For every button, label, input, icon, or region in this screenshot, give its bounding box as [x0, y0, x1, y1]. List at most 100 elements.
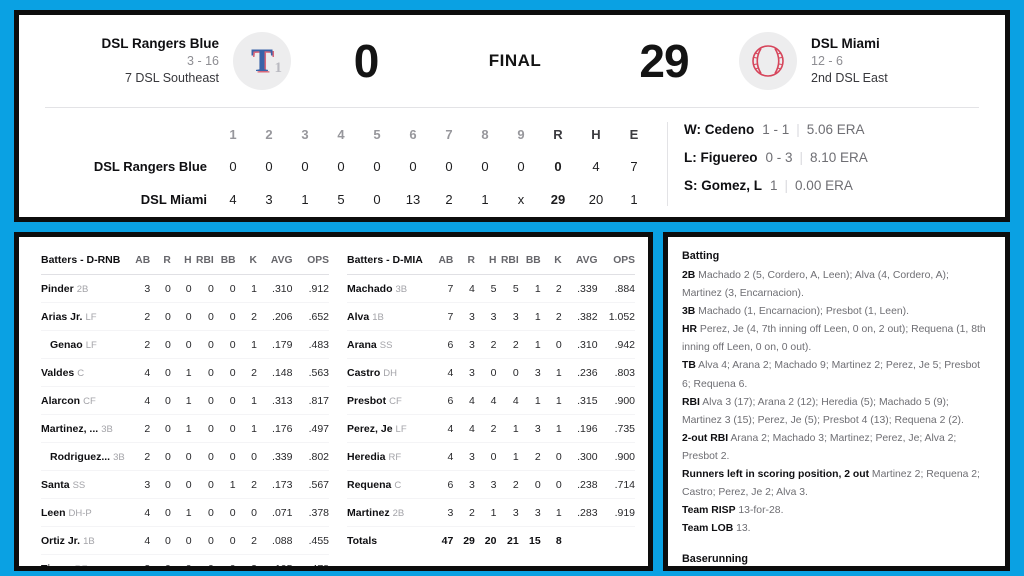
stat-cell: 0 — [150, 414, 171, 443]
stat-cell: 0 — [150, 274, 171, 303]
stat-cell: .283 — [561, 498, 598, 527]
inning-score: 0 — [481, 159, 489, 175]
home-team-record: 12 - 6 — [811, 54, 843, 69]
stat-cell: .900 — [597, 442, 635, 471]
player-name-link[interactable]: Machado — [347, 283, 393, 295]
stat-cell: 0 — [235, 498, 257, 527]
player-name-link[interactable]: Santa — [41, 479, 70, 491]
player-position: LF — [85, 340, 97, 351]
note-label: 3B — [682, 306, 696, 318]
stat-cell: .563 — [292, 358, 329, 387]
home-score: 29 — [639, 35, 689, 87]
stat-cell: 1 — [235, 274, 257, 303]
stat-cell: 3 — [128, 554, 151, 566]
player-name-link[interactable]: Castro — [347, 367, 381, 379]
player-name-link[interactable]: Arana — [347, 339, 377, 351]
batter-row: Castro DH 4 3 0 0 3 1.236.803 — [347, 358, 635, 387]
stat-cell: 0 — [213, 442, 236, 471]
totals-stat-cell: 29 — [463, 535, 475, 547]
stat-cell: 0 — [150, 330, 171, 359]
player-name-link[interactable]: Requena — [347, 479, 392, 491]
home-team-block[interactable]: DSL Miami 12 - 6 2nd DSL East — [739, 32, 971, 90]
stat-cell: 7 — [431, 274, 454, 303]
stat-cell: 4 — [431, 442, 454, 471]
stat-cell: .942 — [597, 330, 635, 359]
stat-cell: 2 — [518, 442, 541, 471]
stat-cell: 1 — [518, 330, 541, 359]
stat-cell: 0 — [150, 554, 171, 566]
stat-cell: 3 — [474, 470, 497, 499]
stat-cell: 2 — [128, 330, 151, 359]
stat-cell: 0 — [170, 526, 192, 555]
inning-header: 4 — [337, 126, 345, 142]
stat-cell: .652 — [292, 302, 329, 331]
player-name-link[interactable]: Presbot — [347, 395, 387, 407]
pitcher-decision-row: W: Cedeno 1 - 1 | 5.06 ERA — [684, 122, 868, 137]
batter-name-cell: Leen DH-P — [41, 498, 129, 527]
player-name-link[interactable]: Perez, Je — [347, 423, 393, 435]
stat-cell: .196 — [561, 414, 598, 443]
pitcher-name-link[interactable]: W: Cedeno — [684, 122, 755, 137]
inning-score: 0 — [337, 159, 345, 175]
stat-cell: .236 — [561, 358, 598, 387]
stat-cell: 0 — [170, 330, 192, 359]
stat-cell: .567 — [292, 470, 329, 499]
note-label: 2B — [682, 270, 696, 281]
stat-cell: 3 — [453, 358, 475, 387]
stat-cell: 6 — [431, 386, 454, 415]
stat-cell: 0 — [540, 470, 562, 499]
stat-cell: 3 — [431, 498, 454, 527]
player-name-link[interactable]: Heredia — [347, 451, 386, 463]
inning-score: 5 — [337, 192, 345, 208]
stat-cell: 0 — [540, 442, 562, 471]
batter-name-cell: Tiamo RF — [41, 554, 129, 571]
player-name-link[interactable]: Valdes — [41, 367, 75, 379]
player-name-link[interactable]: Genao — [50, 339, 83, 351]
away-team-block[interactable]: DSL Rangers Blue 3 - 16 7 DSL Southeast … — [59, 32, 291, 90]
column-header-h: H — [170, 247, 192, 275]
player-name-link[interactable]: Martinez — [347, 507, 390, 519]
inning-score: 0 — [373, 192, 381, 208]
stat-cell: 1 — [496, 442, 519, 471]
player-name-link[interactable]: Alarcon — [41, 395, 81, 407]
stat-cell: 4 — [128, 526, 151, 555]
column-header-rbi: RBI — [496, 247, 519, 275]
player-name-link[interactable]: Martinez, ... — [41, 423, 99, 435]
pitcher-name-link[interactable]: L: Figuereo — [684, 150, 758, 165]
player-position: SS — [72, 480, 86, 491]
stat-cell: .206 — [256, 302, 293, 331]
stat-cell: 4 — [474, 386, 497, 415]
stat-cell: .802 — [292, 442, 329, 471]
player-name-link[interactable]: Pinder — [41, 283, 74, 295]
player-name-link[interactable]: Tiamo — [41, 563, 72, 571]
batter-name-cell: Martinez, ... 3B — [41, 414, 129, 443]
batting-notes-title: Batting — [682, 250, 720, 262]
player-position: CF — [83, 396, 96, 407]
home-batters-table: Batters - D-MIA AB R H RBI BB K AVG OPS Machado 3B… — [347, 247, 635, 554]
batter-name-cell: Perez, Je LF — [347, 414, 432, 443]
batter-row: Heredia RF 4 3 0 1 2 0.300.900 — [347, 442, 635, 471]
runs-total: 0 — [554, 159, 562, 175]
player-position: C — [394, 480, 402, 491]
totals-stat-cell: 15 — [529, 535, 541, 547]
stat-cell: 2 — [235, 526, 257, 555]
stat-cell: 0 — [213, 274, 236, 303]
player-name-link[interactable]: Ortiz Jr. — [41, 535, 81, 547]
player-name-link[interactable]: Rodriguez... — [50, 451, 111, 463]
separator-bar: | — [796, 122, 800, 137]
inning-score: 0 — [373, 159, 381, 175]
scoreboard-divider — [45, 107, 979, 108]
player-name-link[interactable]: Leen — [41, 507, 66, 519]
errors-total: 7 — [630, 159, 638, 175]
player-name-link[interactable]: Arias Jr. — [41, 311, 83, 323]
stat-cell: .339 — [561, 274, 598, 303]
stat-cell: .300 — [561, 442, 598, 471]
batter-row: Pinder 2B 3 0 0 0 0 1.310.912 — [41, 274, 329, 303]
player-position: 1B — [372, 312, 384, 323]
stat-cell: 0 — [150, 442, 171, 471]
player-position: LF — [85, 312, 97, 323]
stat-cell: 1 — [474, 498, 497, 527]
pitcher-name-link[interactable]: S: Gomez, L — [684, 178, 763, 193]
stat-cell: 0 — [191, 302, 214, 331]
player-name-link[interactable]: Alva — [347, 311, 370, 323]
